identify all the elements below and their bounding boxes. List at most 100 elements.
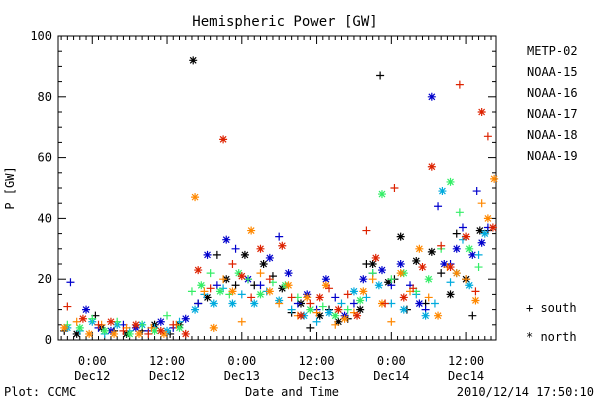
data-point-north <box>256 244 265 253</box>
data-point-north <box>359 287 368 296</box>
data-point-south <box>88 314 97 323</box>
data-point-north <box>237 272 246 281</box>
symbol-key-label: + south <box>526 301 577 315</box>
data-point-north <box>215 287 224 296</box>
data-point-south <box>312 308 321 317</box>
data-point-south <box>362 226 371 235</box>
data-point-north <box>131 320 140 329</box>
plot-frame <box>57 35 497 341</box>
data-point-north <box>421 311 430 320</box>
data-point-south <box>144 329 153 338</box>
data-point-north <box>278 241 287 250</box>
data-point-north <box>75 323 84 332</box>
data-point-north <box>477 108 486 116</box>
data-point-south <box>187 287 196 296</box>
footer-right: 2010/12/14 17:50:10 <box>457 385 594 399</box>
data-point-north <box>321 275 330 284</box>
data-point-south <box>231 281 240 290</box>
data-point-north <box>427 162 436 171</box>
data-point-north <box>315 311 324 320</box>
data-point-south <box>387 275 396 284</box>
data-point-north <box>159 329 168 338</box>
data-point-south <box>472 187 481 196</box>
data-point-north <box>156 326 165 335</box>
data-point-south <box>237 290 246 299</box>
data-point-north <box>234 269 243 278</box>
data-point-north <box>125 329 134 338</box>
legend: METP-02 NOAA-15 NOAA-16 NOAA-17 NOAA-18 NOAA-… <box>527 44 578 163</box>
data-point-north <box>396 232 405 241</box>
data-point-north <box>427 247 436 256</box>
data-point-north <box>483 214 492 223</box>
data-point-north <box>209 323 218 332</box>
data-point-north <box>452 244 461 253</box>
data-point-south <box>228 260 237 268</box>
data-point-south <box>256 269 265 278</box>
data-point-south <box>343 290 352 299</box>
data-point-south <box>455 208 464 217</box>
data-point-south <box>163 311 172 320</box>
data-point-north <box>434 311 443 320</box>
data-point-south <box>63 302 72 311</box>
data-point-north <box>452 269 461 278</box>
data-point-north <box>368 260 377 268</box>
data-point-south <box>477 199 486 208</box>
data-point-north <box>334 317 343 326</box>
data-point-south <box>362 293 371 302</box>
y-tick-label: 80 <box>38 90 52 104</box>
data-point-north <box>471 296 480 305</box>
data-point-south <box>306 323 315 332</box>
data-point-north <box>399 305 408 314</box>
data-point-north <box>191 305 200 314</box>
data-point-north <box>265 253 274 262</box>
data-point-north <box>222 235 231 244</box>
chart-title: Hemispheric Power [GW] <box>192 14 377 30</box>
data-point-north <box>85 329 94 338</box>
y-axis-label: P [GW] <box>3 166 17 209</box>
data-point-south <box>474 263 483 272</box>
data-point-north <box>359 275 368 284</box>
data-point-south <box>219 275 228 284</box>
data-point-north <box>78 314 87 323</box>
data-point-north <box>228 287 237 296</box>
data-point-north <box>384 278 393 287</box>
data-point-north <box>106 326 115 335</box>
data-point-north <box>488 223 497 232</box>
data-point-north <box>303 293 312 302</box>
data-point-south <box>206 269 215 278</box>
data-point-south <box>434 202 443 211</box>
data-point-south <box>66 278 75 287</box>
data-point-south <box>474 250 483 259</box>
data-point-south <box>483 132 492 141</box>
data-point-south <box>169 320 178 329</box>
data-point-south <box>212 250 221 259</box>
data-point-north <box>465 244 474 253</box>
data-point-north <box>480 229 489 238</box>
data-point-north <box>418 263 427 272</box>
data-point-north <box>163 326 172 335</box>
data-point-south <box>306 299 315 308</box>
data-point-north <box>203 250 212 259</box>
data-point-north <box>427 92 436 101</box>
data-point-south <box>343 305 352 314</box>
data-point-south <box>237 317 246 326</box>
data-point-south <box>387 317 396 326</box>
data-point-north <box>209 299 218 308</box>
symbol-key: + south * north <box>526 301 577 344</box>
data-point-south <box>430 299 439 308</box>
data-point-south <box>349 299 358 308</box>
data-point-south <box>265 275 274 284</box>
data-point-north <box>465 281 474 290</box>
data-point-south <box>424 293 433 302</box>
data-point-south <box>471 287 480 296</box>
data-point-south <box>94 320 103 329</box>
data-point-south <box>194 299 203 308</box>
data-point-south <box>231 244 240 253</box>
data-point-north <box>278 284 287 293</box>
data-point-south <box>312 317 321 326</box>
y-tick-label: 60 <box>38 151 52 165</box>
data-point-south <box>200 287 209 296</box>
data-point-north <box>256 290 265 299</box>
data-point-south <box>368 275 377 284</box>
